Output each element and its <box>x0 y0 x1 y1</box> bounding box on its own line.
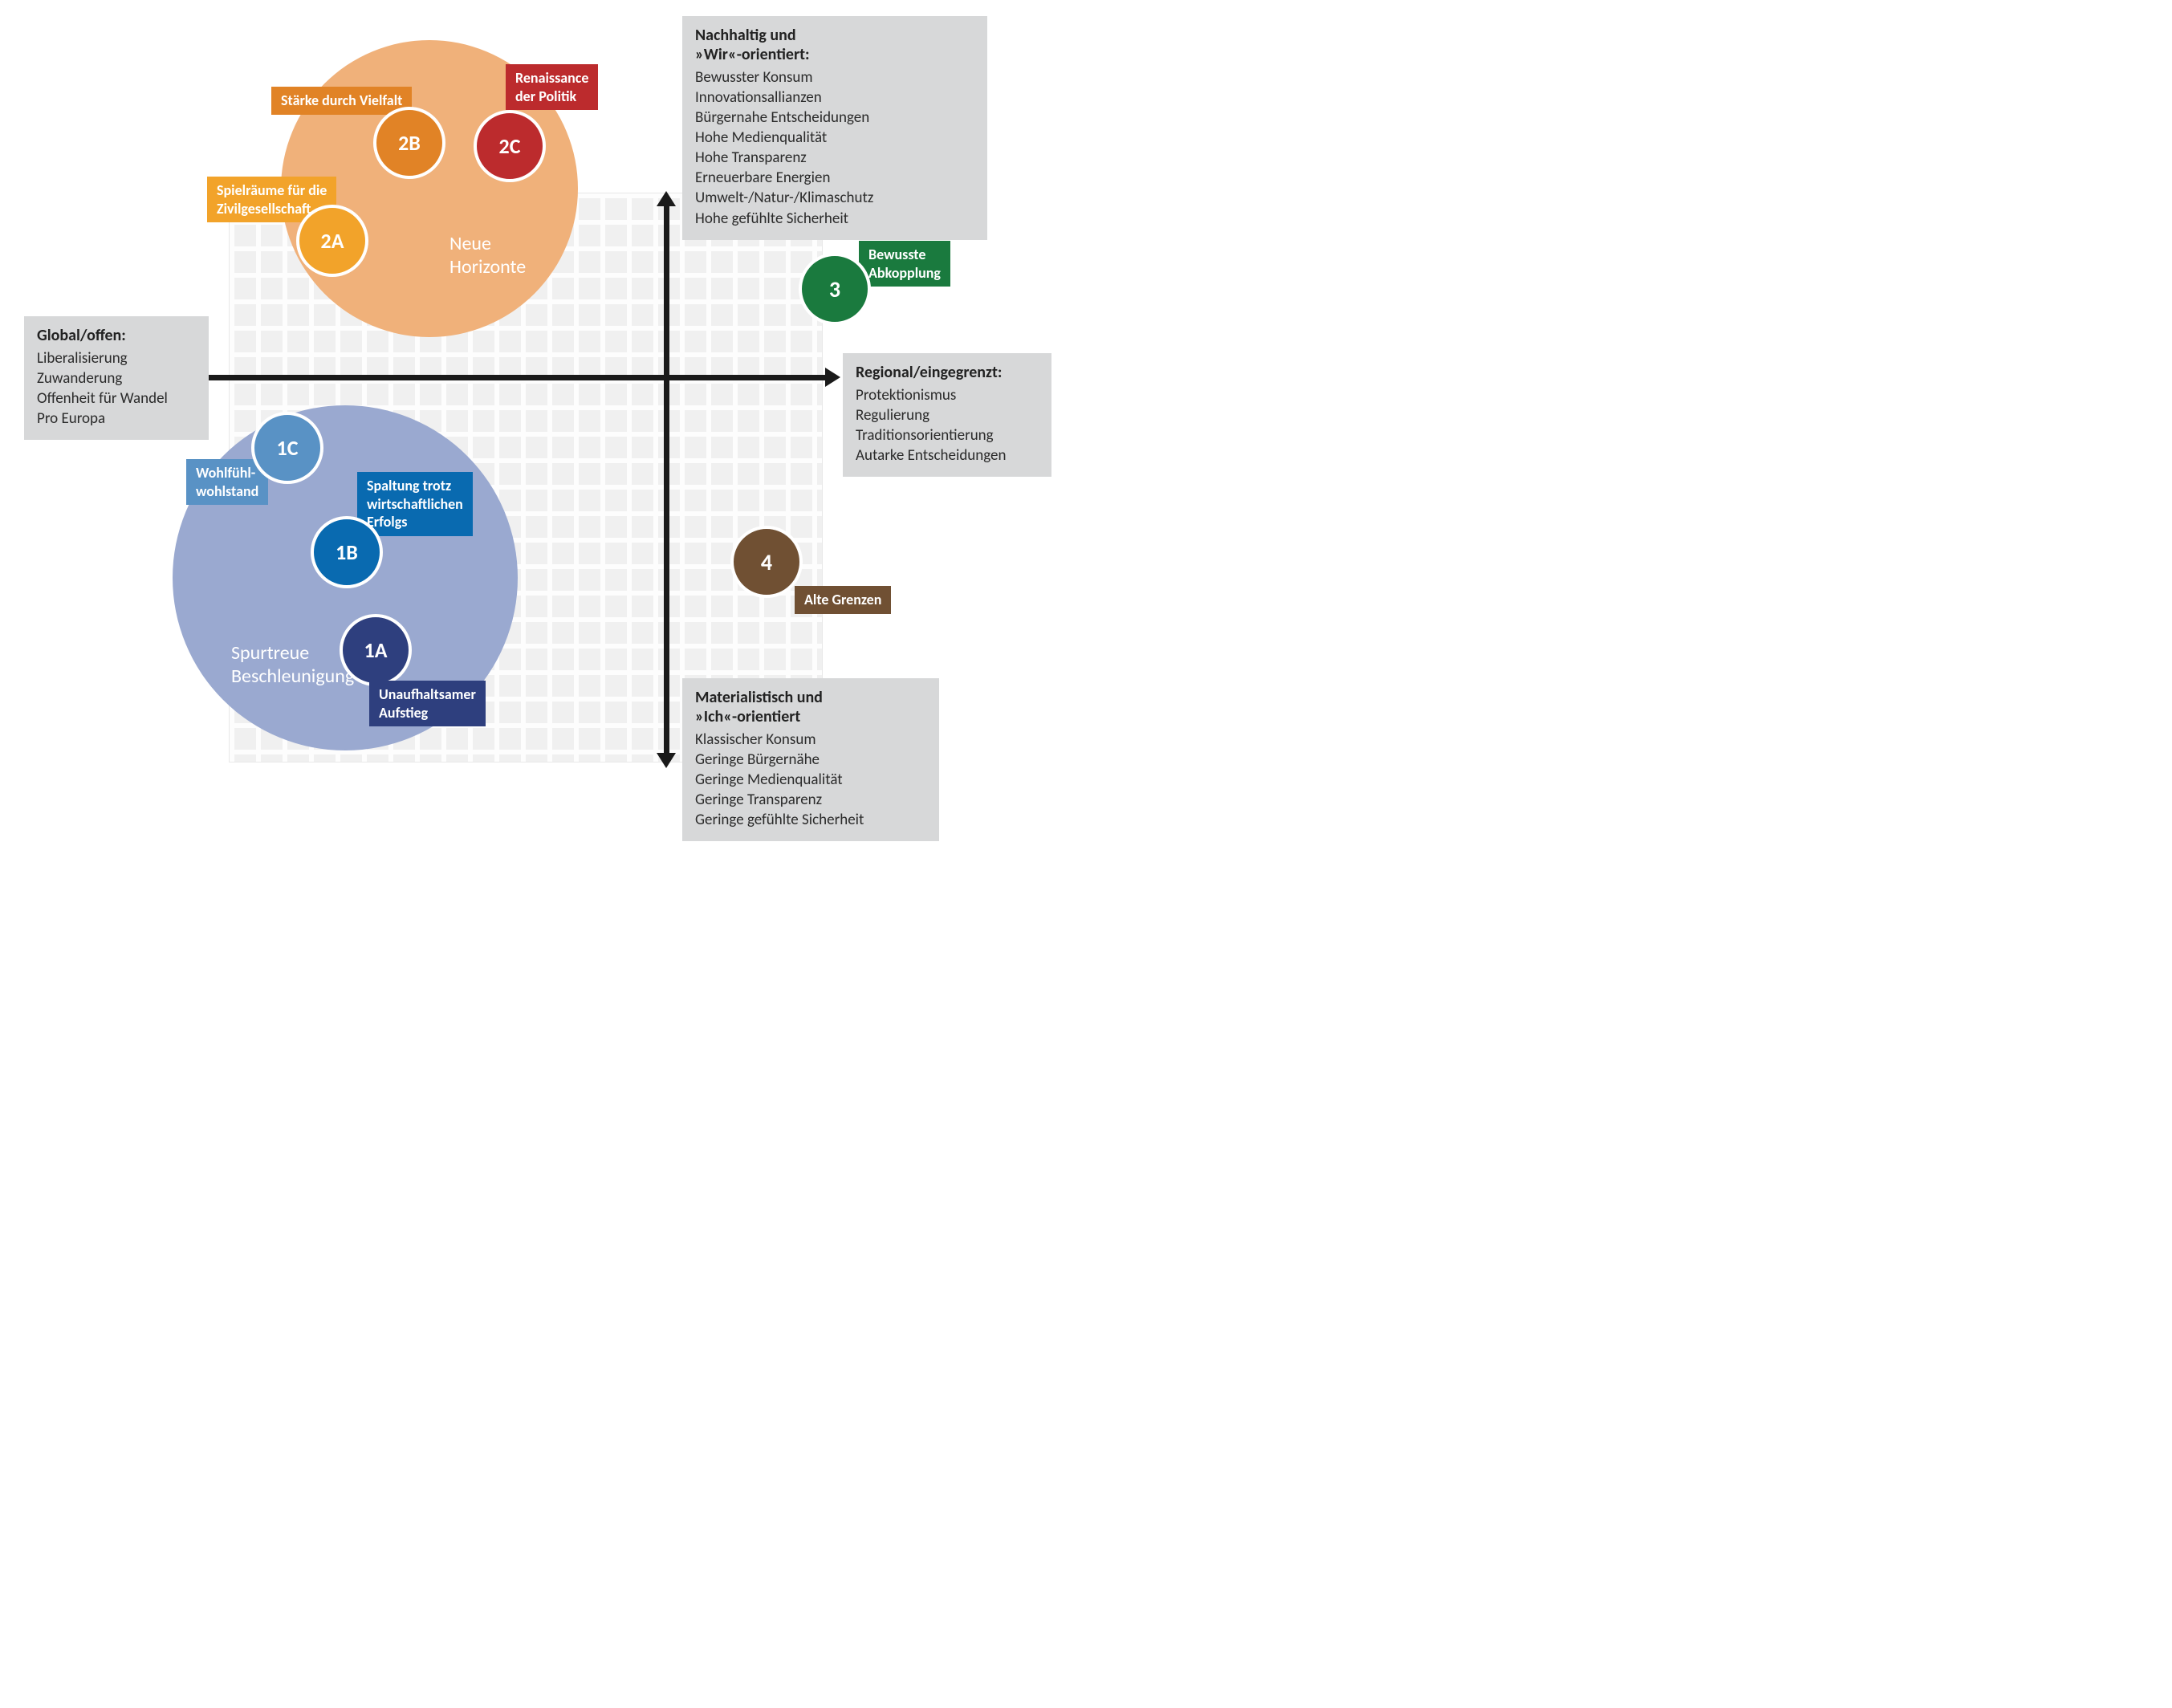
arrow-up <box>657 191 676 206</box>
node-4-tag: Alte Grenzen <box>795 586 891 614</box>
node-1c: 1C <box>251 412 323 484</box>
infobox-left: Global/offen: LiberalisierungZuwanderung… <box>24 316 209 440</box>
infobox-top-title: Nachhaltig und »Wir«-orientiert: <box>695 26 974 64</box>
infobox-bottom: Materialistisch und »Ich«-orientiert Kla… <box>682 678 939 841</box>
infobox-bottom-title: Materialistisch und »Ich«-orientiert <box>695 688 926 726</box>
axis-vertical <box>664 201 669 758</box>
node-1b-id: 1B <box>336 539 358 565</box>
cluster-orange-label: Neue Horizonte <box>449 233 526 279</box>
node-3: 3 <box>799 253 871 325</box>
infobox-left-title: Global/offen: <box>37 326 196 345</box>
node-2b-tag: Stärke durch Vielfalt <box>271 87 412 115</box>
axis-horizontal <box>185 375 831 380</box>
node-2b-id: 2B <box>398 130 421 156</box>
node-1b: 1B <box>311 516 383 588</box>
node-2c-tag: Renaissance der Politik <box>506 64 598 110</box>
arrow-right <box>825 368 840 387</box>
node-1b-tag: Spaltung trotz wirtschaftlichen Erfolgs <box>357 472 473 536</box>
node-1a: 1A <box>340 614 412 686</box>
node-2c: 2C <box>474 110 546 182</box>
node-3-id: 3 <box>829 275 840 303</box>
infobox-top-lines: Bewusster KonsumInnovationsallianzenBürg… <box>695 67 974 229</box>
node-1c-id: 1C <box>277 435 299 461</box>
node-2a: 2A <box>296 205 368 277</box>
infobox-top: Nachhaltig und »Wir«-orientiert: Bewusst… <box>682 16 987 240</box>
node-2a-id: 2A <box>321 228 344 254</box>
node-1a-id: 1A <box>364 637 388 663</box>
node-4: 4 <box>730 526 803 598</box>
infobox-left-lines: LiberalisierungZuwanderungOffenheit für … <box>37 348 196 429</box>
node-2c-id: 2C <box>499 133 521 159</box>
infobox-right-lines: ProtektionismusRegulierungTraditionsorie… <box>856 385 1039 466</box>
infobox-right-title: Regional/eingegrenzt: <box>856 363 1039 382</box>
node-1a-tag: Unaufhaltsamer Aufstieg <box>369 681 486 726</box>
arrow-down <box>657 753 676 768</box>
node-4-id: 4 <box>761 548 772 576</box>
cluster-blue-label: Spurtreue Beschleunigung <box>231 642 354 689</box>
diagram-canvas: Spurtreue Beschleunigung Neue Horizonte … <box>0 0 1086 854</box>
node-2b: 2B <box>373 107 445 179</box>
infobox-bottom-lines: Klassischer KonsumGeringe BürgernäheGeri… <box>695 730 926 830</box>
node-3-tag: Bewusste Abkopplung <box>859 241 950 287</box>
infobox-right: Regional/eingegrenzt: ProtektionismusReg… <box>843 353 1051 477</box>
